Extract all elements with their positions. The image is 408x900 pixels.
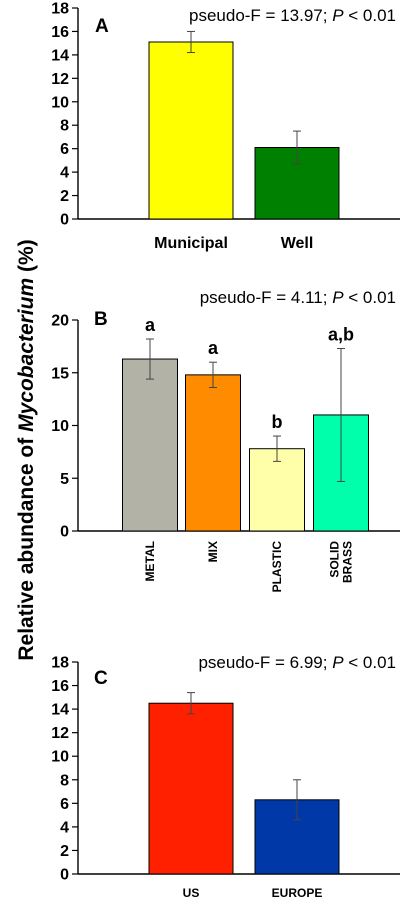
- y-axis-label: Relative abundance of Mycobacterium (%): [15, 239, 38, 660]
- y-tick-label: 0: [60, 212, 69, 229]
- category-label: Well: [281, 235, 314, 252]
- category-label: METAL: [143, 541, 157, 581]
- y-tick-label: 2: [60, 188, 69, 205]
- category-label: EUROPE: [272, 886, 323, 900]
- category-label: SOLIDBRASS: [328, 541, 355, 583]
- y-tick-label: 16: [51, 678, 69, 695]
- bar-plastic: [249, 448, 305, 532]
- y-tick-label: 12: [51, 725, 69, 742]
- significance-letter: a: [208, 338, 219, 358]
- y-tick-label: 2: [60, 843, 69, 860]
- y-tick-label: 0: [60, 524, 69, 541]
- y-axis-label-prefix: Relative abundance of: [15, 432, 38, 661]
- significance-letter: b: [272, 412, 283, 432]
- category-label: PLASTIC: [270, 541, 284, 593]
- panel-label: A: [95, 16, 109, 37]
- y-tick-label: 8: [60, 118, 69, 135]
- panel-b: 0 5 10 15 20 a METAL a MIX b PLASTIC a,b SOLIDBRASS B…: [51, 288, 400, 592]
- stat-annotation: pseudo-F = 13.97; P < 0.01: [189, 6, 396, 25]
- y-tick-label: 10: [51, 749, 69, 766]
- y-tick-label: 10: [51, 418, 69, 435]
- y-tick-label: 14: [51, 702, 69, 719]
- y-tick-label: 18: [51, 1, 69, 18]
- y-tick-label: 4: [60, 165, 69, 182]
- bar-municipal: [148, 41, 234, 220]
- y-tick-label: 8: [60, 772, 69, 789]
- stat-annotation: pseudo-F = 6.99; P < 0.01: [198, 653, 396, 672]
- y-tick-label: 18: [51, 655, 69, 672]
- y-tick-label: 5: [60, 471, 69, 488]
- y-tick-label: 12: [51, 71, 69, 88]
- category-label: Municipal: [154, 235, 228, 252]
- stat-annotation: pseudo-F = 4.11; P < 0.01: [200, 288, 396, 307]
- category-label: MIX: [206, 541, 220, 562]
- y-tick-label: 6: [60, 141, 69, 158]
- y-tick-label: 20: [51, 313, 69, 330]
- y-tick-label: 0: [60, 867, 69, 884]
- bar-mix: [185, 374, 241, 532]
- y-tick-label: 15: [51, 365, 69, 382]
- y-tick-label: 14: [51, 47, 69, 64]
- y-tick-label: 6: [60, 796, 69, 813]
- y-tick-label: 10: [51, 94, 69, 111]
- panel-label: C: [94, 668, 108, 689]
- bar-us: [148, 702, 234, 875]
- significance-letter: a: [145, 315, 156, 335]
- category-label: US: [183, 886, 200, 900]
- bar-metal: [122, 358, 178, 532]
- y-axis-label-suffix: (%): [15, 239, 38, 278]
- significance-letter: a,b: [328, 324, 354, 344]
- y-tick-label: 16: [51, 24, 69, 41]
- y-axis-label-italic: Mycobacterium: [15, 278, 38, 432]
- panel-label: B: [94, 309, 108, 330]
- y-tick-label: 4: [60, 819, 69, 836]
